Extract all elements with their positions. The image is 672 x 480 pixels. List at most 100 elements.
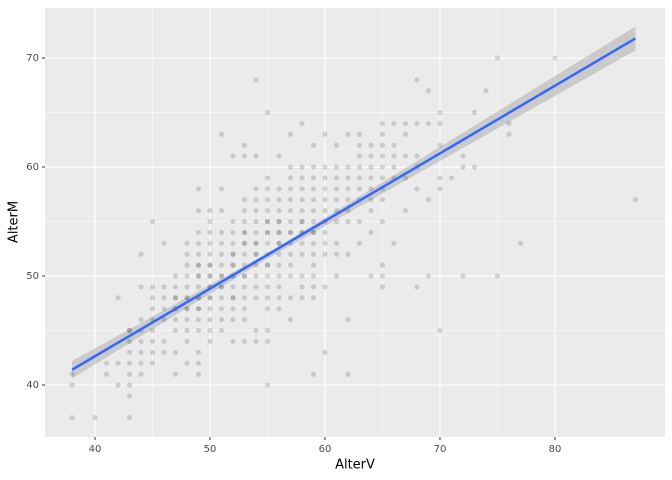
point [264,382,271,388]
point [322,229,328,236]
point [379,262,386,268]
point [161,349,167,355]
point [471,109,478,116]
confidence-band [72,26,636,379]
point [299,240,305,246]
point [207,273,213,279]
point [241,229,248,236]
point [184,360,190,366]
point [172,295,179,301]
point [126,360,133,366]
point [460,153,466,159]
point [517,240,524,246]
point [299,218,305,225]
point [218,295,225,301]
point [69,415,75,421]
point [207,240,213,246]
point [287,208,294,214]
point [322,240,328,246]
point [287,273,294,279]
point [149,349,156,355]
point [402,120,409,127]
point [345,186,351,192]
point [276,153,282,159]
point [425,88,432,94]
point [299,164,305,170]
point [310,229,317,236]
point [230,295,236,301]
point [264,186,271,192]
point [241,273,248,279]
x-axis-title: AlterV [335,458,375,473]
point [287,262,294,268]
point [368,186,374,192]
point [207,262,213,268]
point [253,251,259,257]
point [322,349,328,355]
point [69,382,75,388]
point [264,295,271,301]
point [264,218,271,225]
point [483,88,489,94]
point [195,284,202,290]
point [126,393,133,399]
point [241,251,248,257]
point [379,175,386,181]
point [138,360,144,366]
point [184,262,190,268]
point [126,371,133,377]
point [379,197,386,203]
point [218,317,225,323]
point [310,218,317,225]
point [276,229,282,236]
point [207,338,213,345]
point [402,175,409,181]
point [264,327,271,334]
point [391,120,397,127]
point [218,186,225,192]
point [632,197,639,203]
point [264,262,271,268]
point [310,273,317,279]
point [115,295,121,301]
point [253,273,259,279]
point [207,327,213,334]
point [241,240,248,246]
point [322,284,328,290]
point [241,208,248,214]
point [276,218,282,225]
point [287,186,294,192]
point [138,371,144,377]
point [161,295,167,301]
point [195,306,202,312]
point [241,317,248,323]
point [207,273,213,279]
point [172,371,179,377]
point [69,371,75,377]
point [184,306,190,312]
point [149,306,156,312]
point [264,175,271,181]
point [264,208,271,214]
y-tick-label: 60 [26,162,39,173]
point [437,120,443,127]
point [195,262,202,268]
point [379,284,386,290]
point [115,382,121,388]
point [264,306,271,312]
point [241,142,248,148]
point [264,273,271,279]
point [460,164,466,170]
point [310,262,317,268]
point [264,338,271,345]
point [368,142,374,148]
point [287,218,294,225]
point [368,164,374,170]
point [184,251,190,257]
point [356,142,363,148]
point [402,131,409,137]
point [138,349,144,355]
point [230,284,236,290]
point [195,208,202,214]
point [494,55,501,61]
